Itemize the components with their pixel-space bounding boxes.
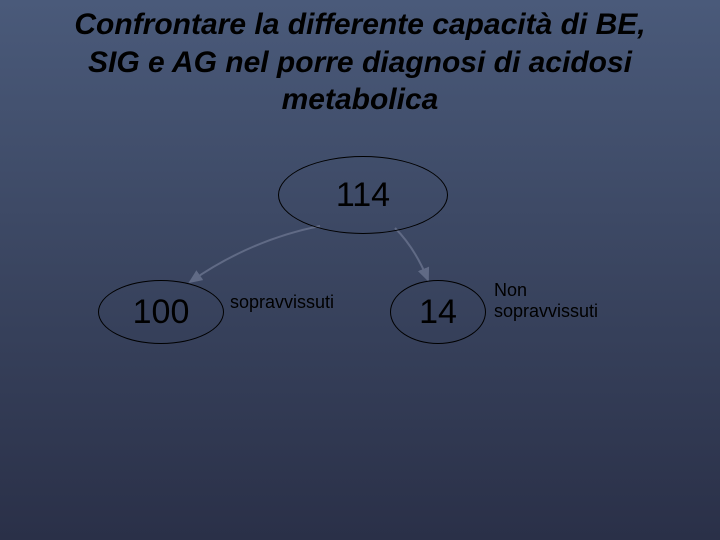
node-right-label: Non sopravvissuti bbox=[494, 280, 598, 321]
node-right-value: 14 bbox=[419, 293, 457, 332]
node-right: 14 bbox=[390, 280, 486, 344]
title-line-3: metabolica bbox=[282, 83, 439, 116]
title-line-1: Confrontare la differente capacità di BE… bbox=[74, 8, 645, 41]
node-right-label-line2: sopravvissuti bbox=[494, 301, 598, 321]
node-top-value: 114 bbox=[336, 176, 390, 215]
node-right-label-line1: Non bbox=[494, 280, 527, 300]
node-left-value: 100 bbox=[133, 293, 190, 332]
slide-title: Confrontare la differente capacità di BE… bbox=[0, 6, 720, 119]
node-left: 100 bbox=[98, 280, 224, 344]
node-top: 114 bbox=[278, 156, 448, 234]
node-left-label: sopravvissuti bbox=[230, 292, 334, 313]
edge-top-left bbox=[190, 226, 320, 282]
edge-top-right bbox=[395, 228, 428, 280]
title-line-2: SIG e AG nel porre diagnosi di acidosi bbox=[88, 46, 632, 79]
